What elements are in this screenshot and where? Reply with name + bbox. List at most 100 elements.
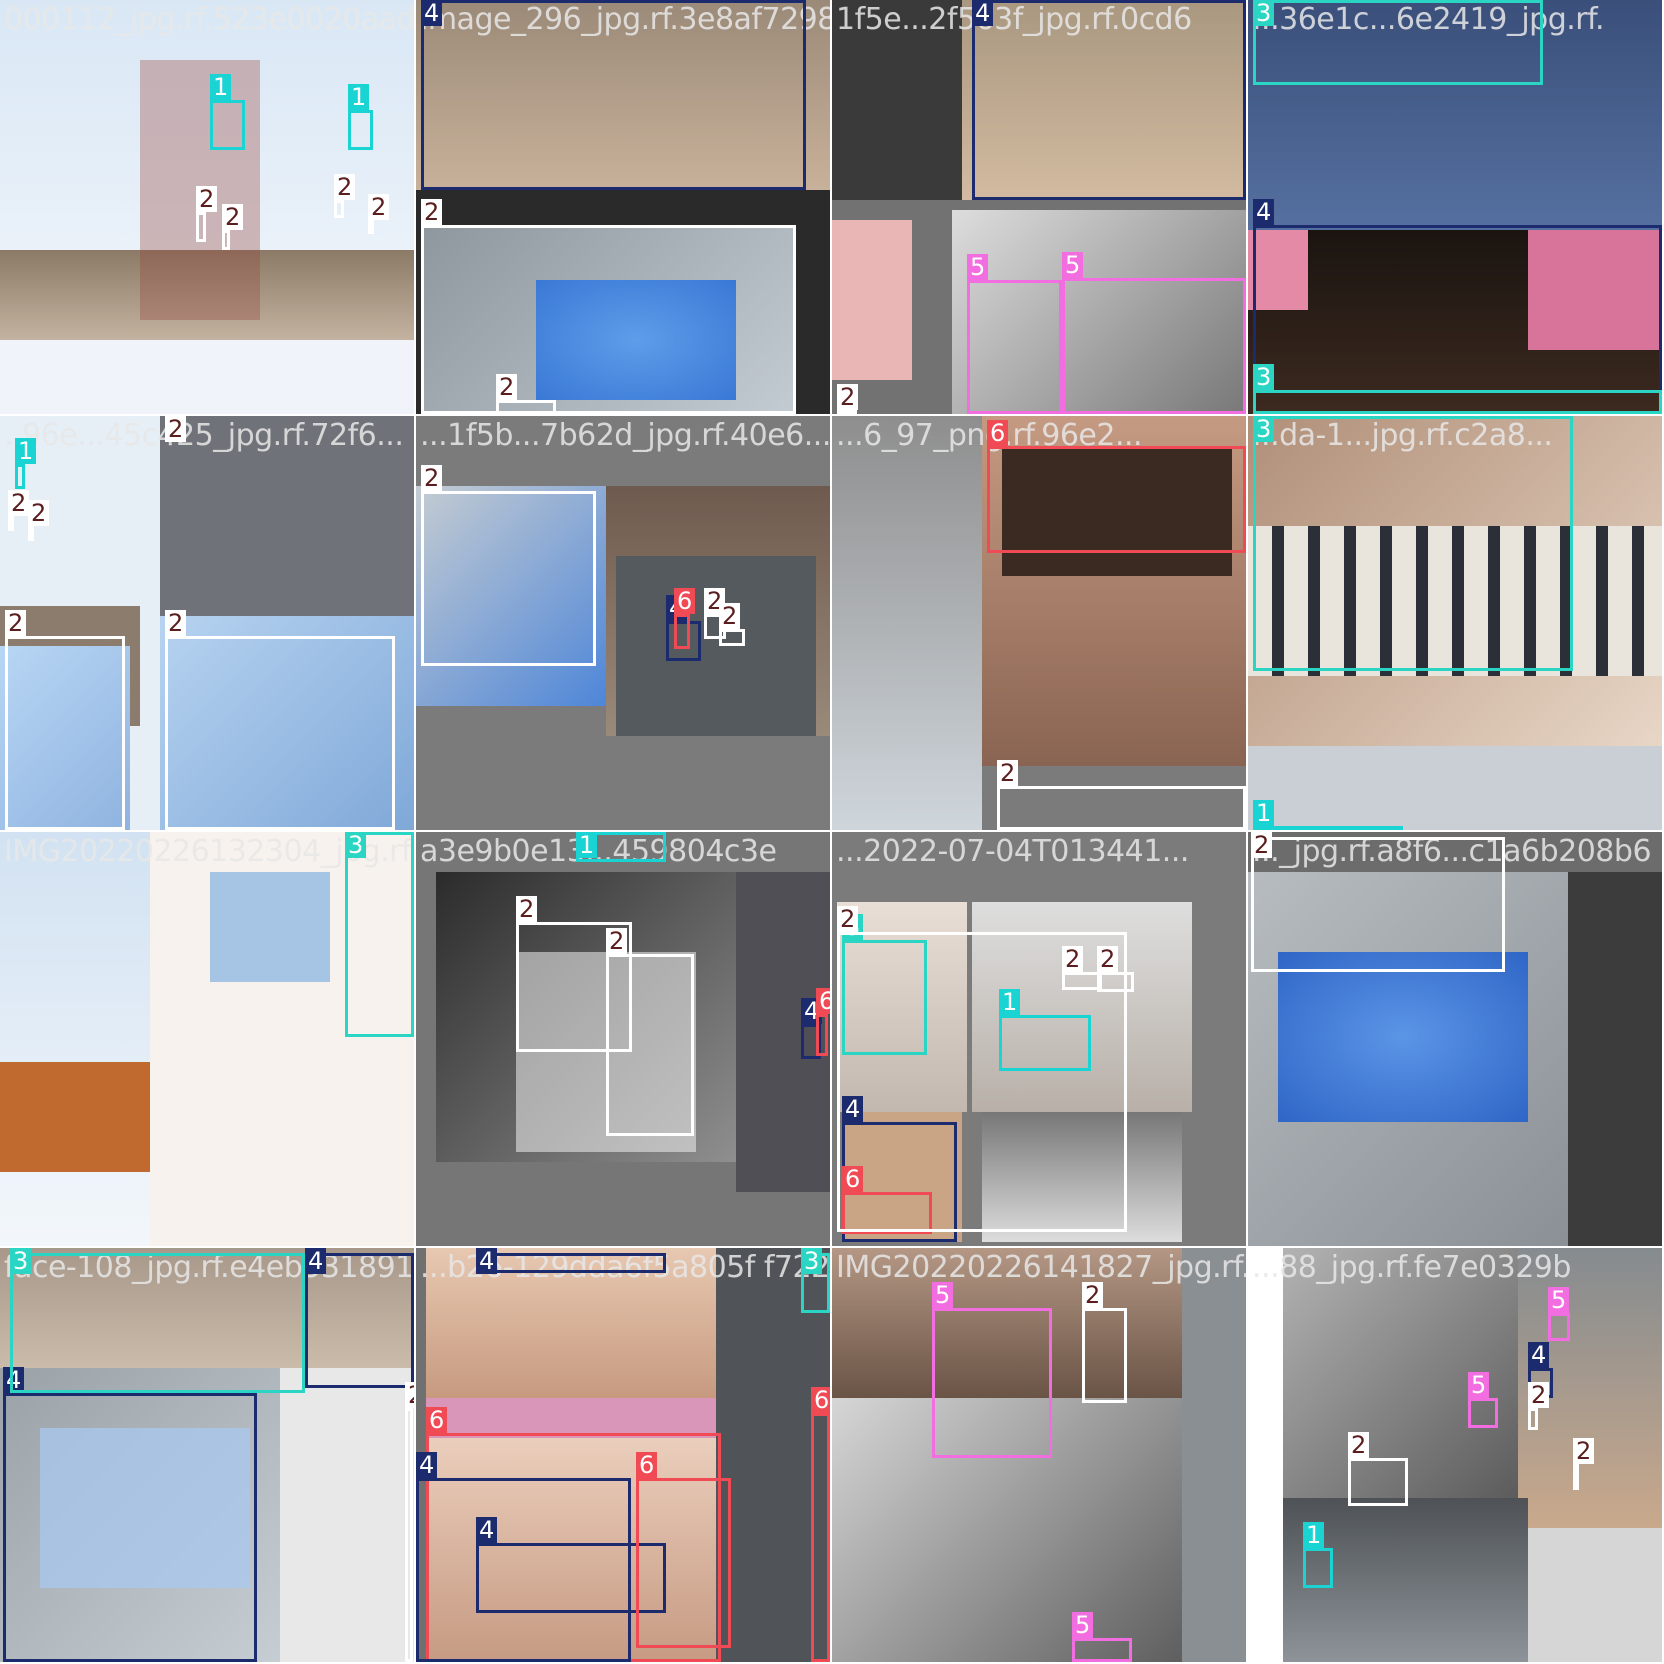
bbox-class-2 — [1082, 1308, 1127, 1403]
bbox-class-4 — [476, 1543, 666, 1613]
bbox-class-label: 2 — [1082, 1282, 1104, 1308]
bbox-class-2 — [405, 1408, 413, 1662]
bbox-class-2 — [606, 954, 694, 1136]
bbox-class-4 — [3, 1393, 257, 1662]
bbox-class-label: 2 — [368, 194, 390, 220]
bbox-class-2 — [196, 212, 206, 242]
bbox-class-label: 4 — [421, 0, 443, 26]
bbox-class-2 — [1251, 837, 1505, 972]
photo-region — [1278, 952, 1528, 1122]
bbox-class-label: 6 — [674, 588, 696, 614]
bbox-class-label: 6 — [816, 988, 830, 1014]
photo-region — [952, 210, 1246, 414]
bbox-class-label: 2 — [837, 384, 859, 410]
bbox-class-label: 2 — [1097, 946, 1119, 972]
bbox-class-5 — [1072, 1638, 1132, 1662]
bbox-class-label: 4 — [1528, 1342, 1550, 1368]
photo-region — [832, 1248, 1182, 1398]
mosaic-tile-shoes-and-street: ...88_jpg.rf.fe7e0329b 5 5 4 2 2 2 1 — [1248, 1248, 1662, 1662]
bbox-class-3 — [345, 832, 414, 1037]
mosaic-tile-chin-and-shoes: IMG20220226141827_jpg.rf.8...552 — [832, 1248, 1246, 1662]
photo-region — [426, 1398, 716, 1438]
bbox-class-label: 6 — [811, 1387, 830, 1413]
mosaic-tile-hand-on-stripes: ...da-1...jpg.rf.c2a8... 3 1 — [1248, 416, 1662, 830]
bbox-class-label: 4 — [416, 1452, 438, 1478]
bbox-class-2 — [837, 410, 857, 414]
bbox-class-label: 5 — [1062, 252, 1084, 278]
tile-filename: 1f5e...2f563f_jpg.rf.0cd6 — [836, 2, 1192, 37]
photo-region — [1528, 1528, 1662, 1662]
photo-region — [426, 1248, 716, 1398]
bbox-class-4 — [476, 1253, 666, 1273]
mosaic-tile-gloved-hands-bw: a3e9b0e13...459804c3e 1 2 2 4 6 — [416, 832, 830, 1246]
photo-region — [426, 1398, 716, 1662]
bbox-class-2 — [28, 526, 34, 541]
photo-region — [736, 872, 830, 1192]
bbox-class-2 — [5, 636, 125, 830]
bbox-class-label: 1 — [1253, 800, 1275, 826]
bbox-class-3 — [10, 1253, 305, 1393]
mosaic-tile-helmet-collage: ...2022-07-04T013441...3221462 — [832, 832, 1246, 1246]
tile-filename: ...2022-07-04T013441... — [836, 834, 1189, 869]
photo-region — [160, 416, 414, 616]
bbox-class-label: 2 — [1528, 1382, 1550, 1408]
tile-filename: a3e9b0e13...459804c3e — [420, 834, 777, 869]
bbox-class-label: 2 — [606, 928, 628, 954]
bbox-class-2 — [719, 629, 745, 646]
tile-filename: image_296_jpg.rf.3e8af729874ee — [420, 2, 830, 37]
mosaic-tile-man-face: ...6_97_png.rf.96e2...62 — [832, 416, 1246, 830]
bbox-class-5 — [1468, 1398, 1498, 1428]
bbox-class-label: 6 — [987, 420, 1009, 446]
photo-region — [416, 486, 606, 706]
bbox-class-label: 4 — [842, 1096, 864, 1122]
bbox-class-label: 2 — [516, 896, 538, 922]
bbox-class-2 — [1528, 1408, 1538, 1430]
tile-filename: ..96e...45c425_jpg.rf.72f6... — [4, 418, 404, 453]
photo-region — [1002, 446, 1232, 576]
tile-filename: ...88_jpg.rf.fe7e0329b — [1252, 1250, 1571, 1285]
bbox-class-2 — [334, 200, 344, 218]
photo-region — [962, 0, 1246, 200]
bbox-class-label: 2 — [8, 490, 30, 516]
photo-region — [536, 280, 736, 400]
bbox-class-2 — [496, 400, 556, 414]
photo-region — [280, 1368, 414, 1662]
bbox-class-label: 1 — [15, 438, 37, 464]
bbox-class-6 — [816, 1014, 828, 1056]
bbox-class-label: 2 — [165, 416, 187, 442]
bbox-class-2 — [421, 225, 796, 414]
bbox-class-1 — [1253, 826, 1403, 830]
bbox-class-label: 2 — [334, 174, 356, 200]
bbox-class-label: 2 — [837, 906, 859, 932]
tile-separator — [830, 0, 832, 1664]
mosaic-tile-glove-and-street: ...1f5b...7b62d_jpg.rf.40e6...24622 — [416, 416, 830, 830]
bbox-class-4 — [801, 1024, 821, 1059]
photo-region — [982, 1112, 1182, 1242]
bbox-class-label: 2 — [1251, 832, 1273, 858]
mosaic-tile-gloves-collage: ..96e...45c425_jpg.rf.72f6... 2 1 2 2 2 2 — [0, 416, 414, 830]
tile-separator — [0, 830, 1664, 832]
bbox-class-label: 4 — [476, 1248, 498, 1274]
bbox-class-5 — [1062, 278, 1246, 414]
bbox-class-label: 2 — [997, 760, 1019, 786]
bbox-class-label: 2 — [1062, 946, 1084, 972]
mosaic-tile-sky-and-hand: IMG20220226132304_jpg.rf.a 3 — [0, 832, 414, 1246]
bbox-class-label: 4 — [305, 1248, 327, 1274]
bbox-class-2 — [997, 786, 1246, 830]
bbox-class-2 — [165, 636, 395, 830]
photo-region — [1248, 230, 1308, 310]
photo-region — [0, 832, 150, 1246]
bbox-class-label: 2 — [196, 186, 218, 212]
bbox-class-label: 2 — [1348, 1432, 1370, 1458]
bbox-class-label: 3 — [801, 1248, 823, 1274]
bbox-class-label: 2 — [421, 199, 443, 225]
bbox-class-label: 2 — [28, 500, 50, 526]
bbox-class-5 — [932, 1308, 1052, 1458]
bbox-class-6 — [811, 1413, 830, 1662]
mosaic-tile-smile-and-shoe-cover: 1f5e...2f563f_jpg.rf.0cd6 4 5 5 2 — [832, 0, 1246, 414]
bbox-class-label: 1 — [210, 74, 232, 100]
tile-filename: 000112_jpg.rf.523e0020aad — [4, 2, 414, 37]
bbox-class-5 — [1548, 1313, 1570, 1341]
tile-filename: IMG20220226141827_jpg.rf.8... — [836, 1250, 1246, 1285]
tile-filename: ...1f5b...7b62d_jpg.rf.40e6... — [420, 418, 830, 453]
